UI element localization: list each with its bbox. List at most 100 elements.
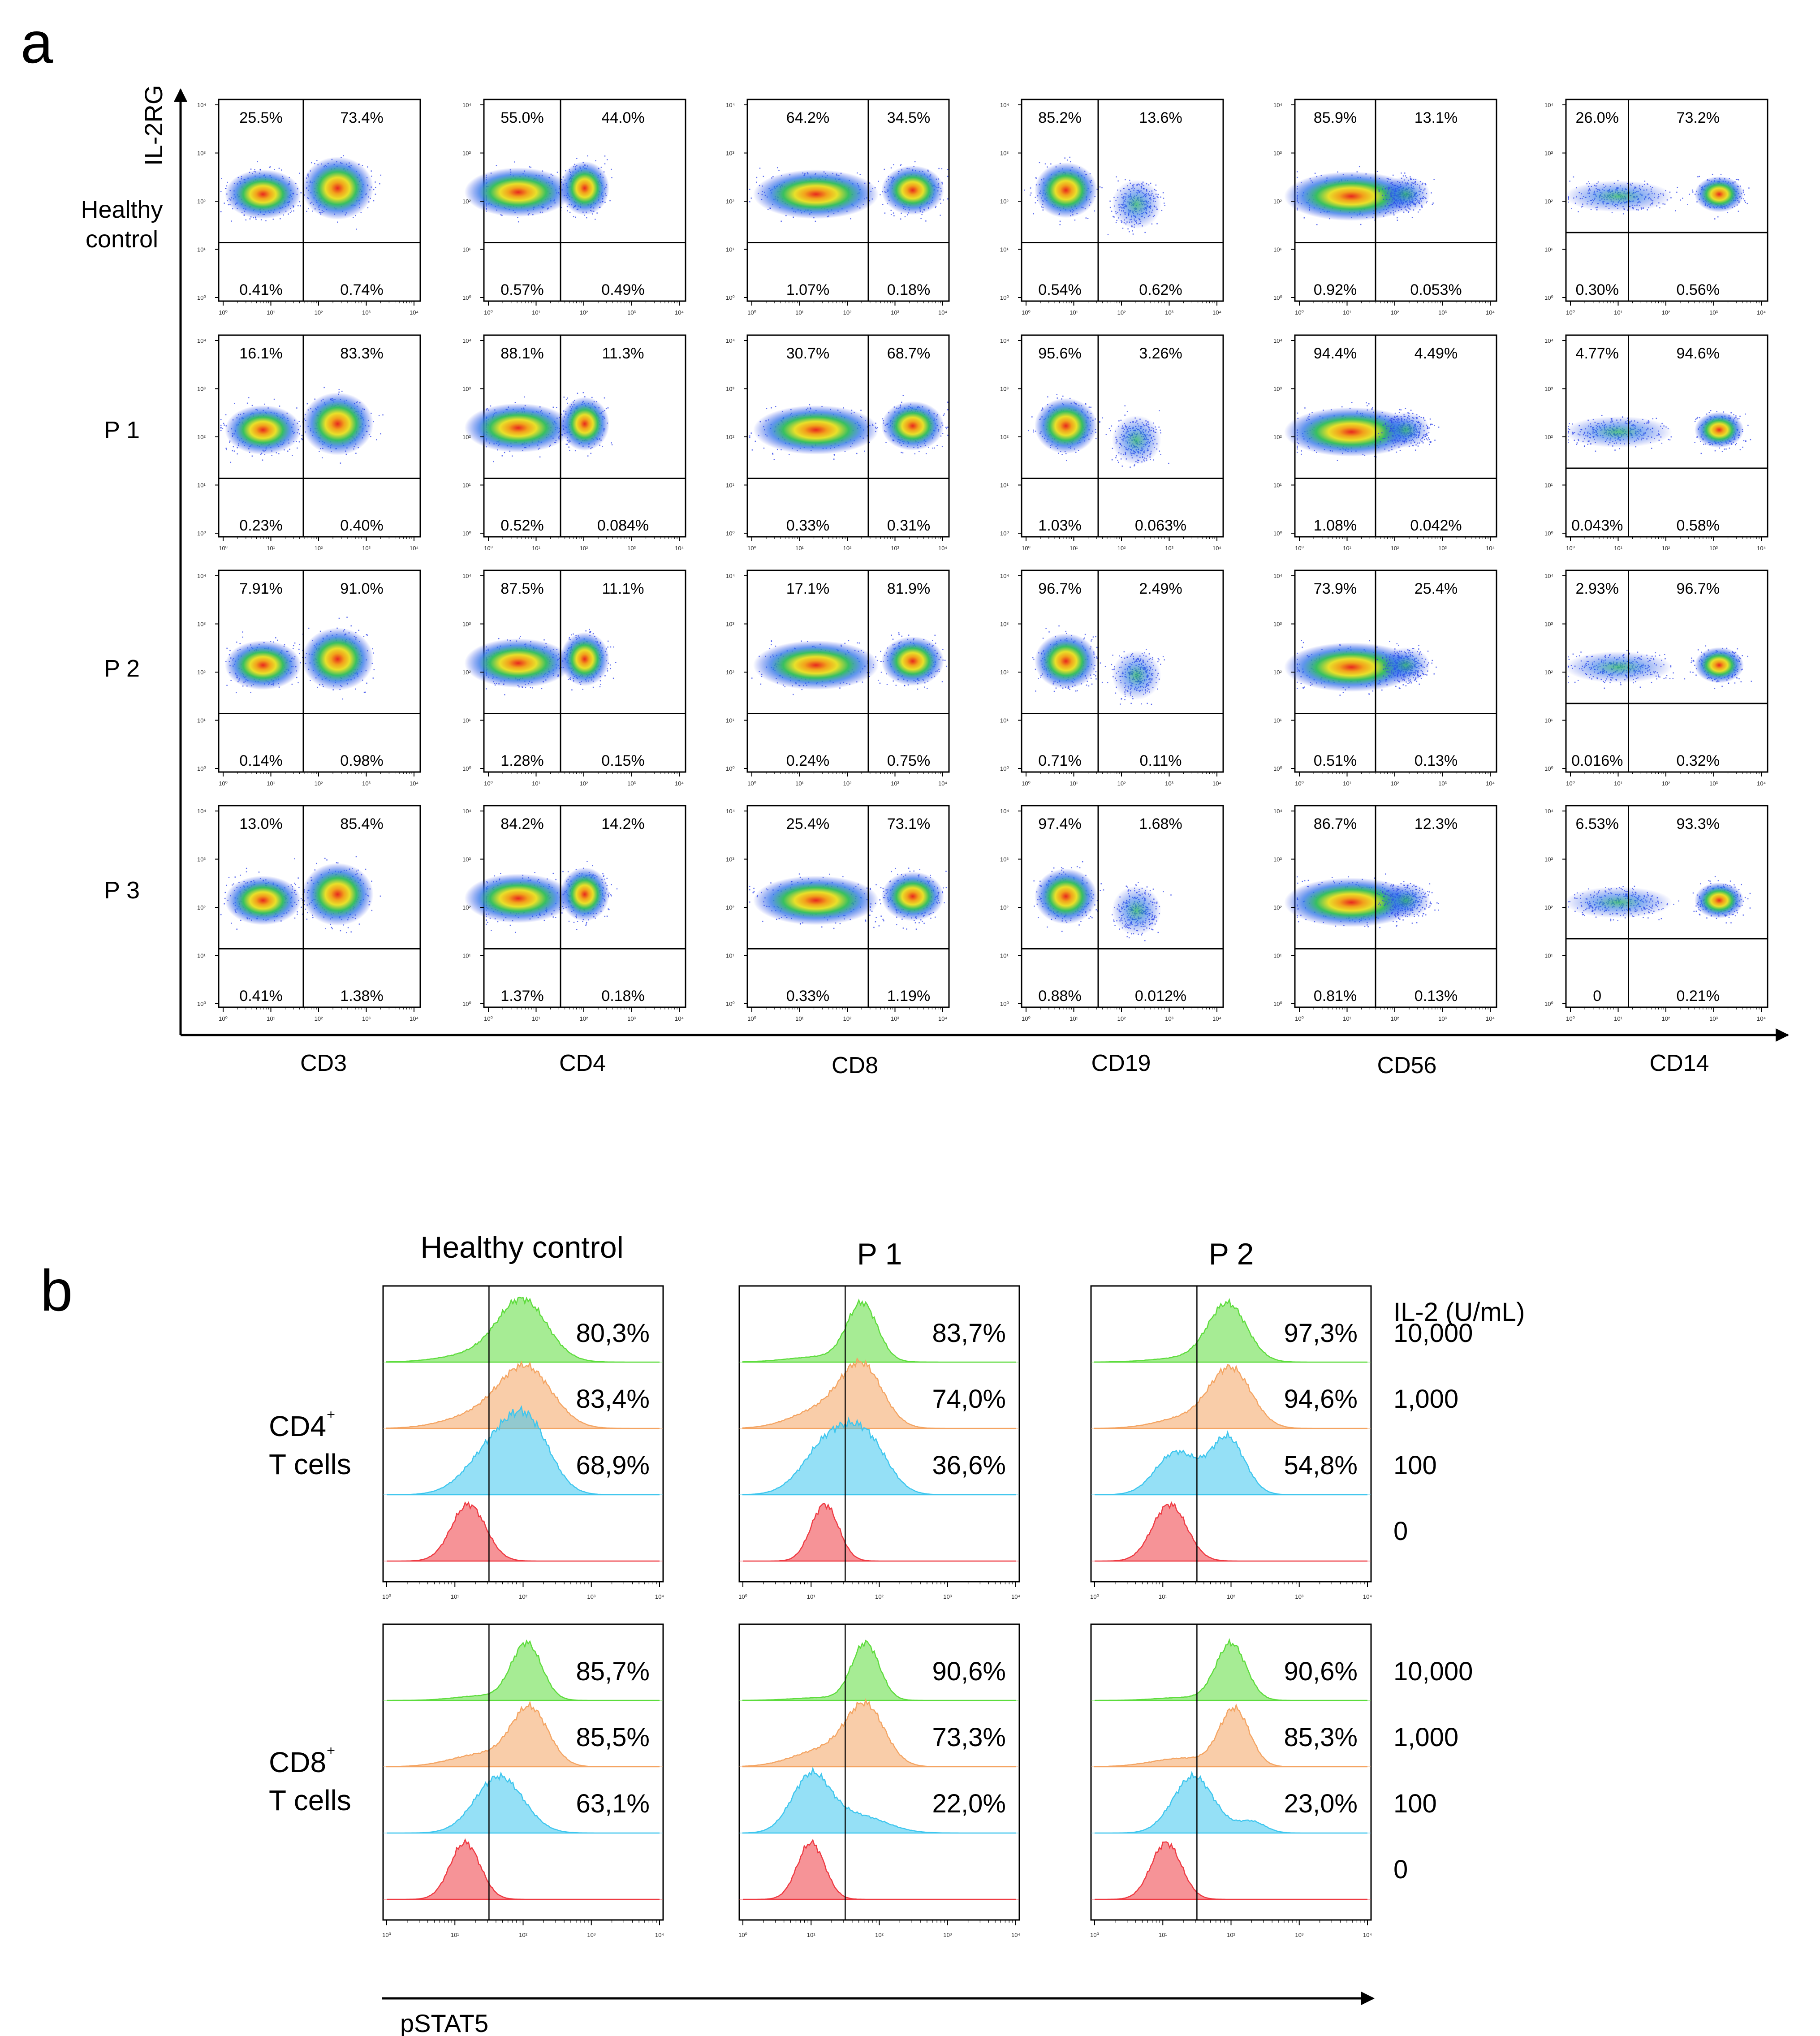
- x-tick-label: 10⁰: [484, 780, 493, 787]
- x-tick-label: 10¹: [267, 309, 275, 316]
- y-tick-label: 10⁰: [1273, 1001, 1282, 1007]
- x-tick-label: 10⁰: [1295, 1015, 1304, 1022]
- x-tick-label: 10⁴: [938, 780, 947, 787]
- x-tick-label: 10²: [1662, 780, 1670, 787]
- quadrant-lower-right: 0.18%: [601, 988, 644, 1005]
- plot-frame: [1565, 334, 1768, 538]
- quadrant-lower-right: 1.19%: [887, 988, 930, 1005]
- quadrant-lower-left: 0.88%: [1038, 988, 1081, 1005]
- x-tick-label: 10¹: [1070, 309, 1078, 316]
- quadrant-upper-left: 84.2%: [500, 815, 543, 833]
- population-density: [881, 401, 944, 451]
- percent-positive: 54,8%: [1284, 1451, 1358, 1480]
- x-tick-label: 10⁰: [747, 309, 756, 316]
- y-tick-label: 10²: [726, 904, 734, 911]
- quadrant-upper-left: 25.4%: [786, 815, 829, 833]
- x-tick-label: 10⁰: [382, 1932, 391, 1938]
- y-tick-label: 10²: [1273, 904, 1282, 911]
- x-tick-label: 10⁰: [1090, 1593, 1099, 1600]
- y-tick-label: 10³: [1000, 150, 1009, 157]
- dot-plot-p1-cd4: 88.1% 11.3% 0.52% 0.084% 10⁰ 10¹ 10² 10³ 10⁴ 10⁰ 1…: [462, 334, 686, 552]
- x-tick-label: 10¹: [451, 1593, 459, 1600]
- x-tick-label: 10²: [843, 309, 852, 316]
- percent-positive: 83,4%: [576, 1385, 650, 1414]
- x-tick-label: 10⁴: [1212, 1015, 1221, 1022]
- y-tick-label: 10⁴: [1000, 573, 1009, 579]
- population-density: [1565, 416, 1672, 448]
- quadrant-lower-left: 0.51%: [1314, 752, 1357, 769]
- histogram-trace-dose-3: [387, 1838, 660, 1900]
- y-tick-label: 10³: [726, 621, 734, 628]
- y-tick-label: 10⁰: [1544, 294, 1553, 301]
- population-density: [1695, 412, 1744, 448]
- y-tick-label: 10⁰: [1273, 530, 1282, 537]
- row-label-p3: P 3: [104, 877, 140, 904]
- quadrant-lower-left: 1.03%: [1038, 517, 1081, 534]
- x-tick-label: 10²: [315, 545, 323, 552]
- x-tick-label: 10³: [1165, 1015, 1173, 1022]
- il2-header: IL-2 (U/mL): [1393, 1298, 1525, 1327]
- x-tick-label: 10¹: [1343, 545, 1351, 552]
- y-tick-label: 10⁰: [1273, 294, 1282, 301]
- x-tick-label: 10⁰: [219, 780, 228, 787]
- y-tick-label: 10²: [462, 904, 471, 911]
- y-tick-label: 10⁰: [726, 765, 735, 772]
- population-density: [1381, 176, 1431, 212]
- dot-plot-p1-cd56: 94.4% 4.49% 1.08% 0.042% 10⁰ 10¹ 10² 10³ 10⁴ 10⁰ 1…: [1273, 334, 1497, 552]
- percent-positive: 73,3%: [932, 1723, 1006, 1752]
- x-tick-label: 10³: [627, 1015, 636, 1022]
- y-tick-label: 10²: [462, 669, 471, 676]
- population-density: [1035, 162, 1097, 218]
- y-tick-label: 10²: [726, 669, 734, 676]
- y-tick-label: 10⁰: [462, 294, 471, 301]
- y-tick-label: 10⁰: [726, 1001, 735, 1007]
- x-tick-label: 10⁴: [1011, 1932, 1020, 1938]
- plot-frame: [218, 334, 421, 538]
- quadrant-upper-right: 11.1%: [602, 580, 644, 597]
- x-tick-label: 10⁰: [1090, 1932, 1099, 1938]
- x-tick-label: 10³: [362, 309, 371, 316]
- x-tick-label: 10⁴: [675, 1015, 684, 1022]
- quadrant-lower-right: 0.012%: [1135, 988, 1186, 1005]
- quadrant-lower-left: 0.52%: [500, 517, 543, 534]
- x-tick-label: 10²: [519, 1932, 527, 1938]
- x-tick-label: 10²: [1227, 1932, 1235, 1938]
- x-tick-label: 10²: [843, 1015, 852, 1022]
- plot-frame: [746, 805, 950, 1008]
- y-tick-label: 10³: [462, 386, 471, 393]
- quadrant-upper-left: 26.0%: [1576, 109, 1619, 126]
- quadrant-upper-left: 30.7%: [786, 345, 829, 362]
- population-density: [464, 168, 572, 217]
- x-tick-label: 10²: [1662, 1015, 1670, 1022]
- y-tick-label: 10¹: [1544, 717, 1553, 724]
- y-tick-label: 10²: [726, 434, 734, 440]
- y-tick-label: 10²: [1544, 669, 1553, 676]
- dot-plot-healthy-cd56: 85.9% 13.1% 0.92% 0.053% 10⁰ 10¹ 10² 10³ 10⁴ 10⁰ 1…: [1273, 99, 1497, 316]
- col-label-cd8: CD8: [832, 1053, 878, 1078]
- quadrant-upper-left: 86.7%: [1314, 815, 1357, 833]
- x-tick-label: 10¹: [1070, 1015, 1078, 1022]
- y-tick-label: 10⁴: [1273, 102, 1282, 108]
- x-tick-label: 10⁰: [219, 545, 228, 552]
- quadrant-lower-right: 0.75%: [887, 752, 930, 769]
- x-tick-label: 10³: [1165, 780, 1173, 787]
- quadrant-upper-left: 73.9%: [1314, 580, 1357, 597]
- x-tick-label: 10³: [1438, 309, 1447, 316]
- x-tick-label: 10¹: [532, 309, 540, 316]
- x-tick-label: 10²: [1391, 309, 1399, 316]
- y-tick-label: 10⁰: [462, 1001, 471, 1007]
- population-density: [225, 405, 301, 455]
- dot-plot-p1-cd8: 30.7% 68.7% 0.33% 0.31% 10⁰ 10¹ 10² 10³ 10⁴ 10⁰ 10…: [726, 334, 950, 552]
- y-tick-label: 10⁰: [462, 765, 471, 772]
- quadrant-upper-left: 55.0%: [500, 109, 543, 126]
- plot-frame: [746, 334, 950, 538]
- population-density: [302, 157, 374, 220]
- quadrant-lower-right: 0.084%: [597, 517, 649, 534]
- x-tick-label: 10³: [1295, 1593, 1303, 1600]
- population-density: [753, 405, 879, 455]
- hist-title-p1: P 1: [857, 1237, 902, 1271]
- x-tick-label: 10¹: [1614, 545, 1622, 552]
- x-tick-label: 10²: [1117, 780, 1126, 787]
- x-tick-label: 10⁴: [1757, 545, 1766, 552]
- quadrant-lower-right: 0.063%: [1135, 517, 1186, 534]
